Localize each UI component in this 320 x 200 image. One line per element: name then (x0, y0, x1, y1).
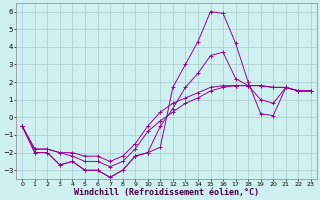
X-axis label: Windchill (Refroidissement éolien,°C): Windchill (Refroidissement éolien,°C) (74, 188, 259, 197)
